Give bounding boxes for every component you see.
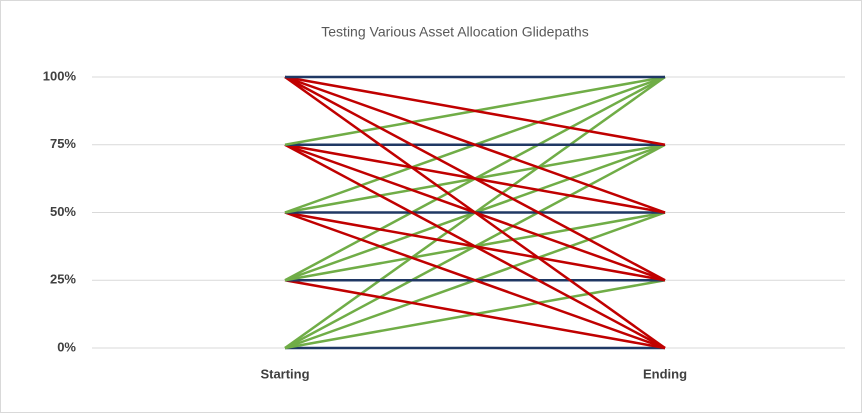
x-tick-label: Ending [643, 366, 687, 381]
glidepath-line [284, 75, 666, 350]
y-tick-label: 0% [57, 339, 76, 354]
y-tick-label: 50% [50, 204, 76, 219]
glidepath-line [284, 75, 666, 282]
glidepath-line [284, 75, 666, 214]
y-tick-label: 75% [50, 136, 76, 151]
glidepath-line [284, 75, 666, 146]
glidepath-line [284, 279, 666, 350]
glidepath-line [284, 211, 666, 350]
chart-title: Testing Various Asset Allocation Glidepa… [321, 24, 588, 40]
x-tick-label: Starting [260, 366, 309, 381]
plot [284, 75, 666, 350]
y-tick-label: 25% [50, 272, 76, 287]
y-tick-label: 100% [43, 68, 77, 83]
glidepath-line [284, 143, 666, 350]
